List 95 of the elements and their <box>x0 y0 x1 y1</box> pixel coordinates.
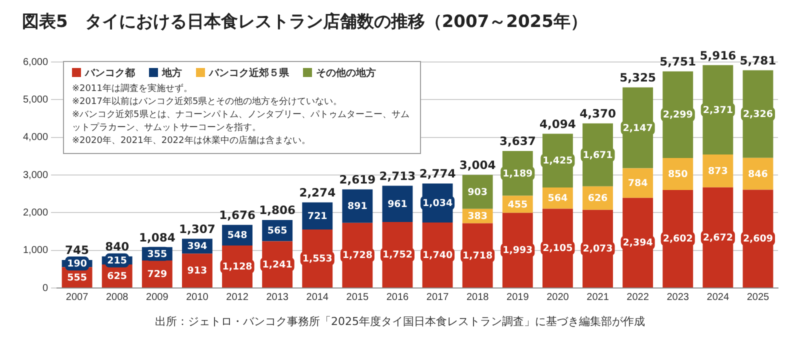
x-tick-label: 2012 <box>226 292 249 303</box>
total-label: 5,916 <box>700 48 736 62</box>
x-tick-label: 2022 <box>626 292 650 303</box>
x-tick-label: 2018 <box>466 292 490 303</box>
data-label: 2,609 <box>742 234 774 245</box>
total-label: 745 <box>65 243 90 258</box>
total-label: 5,751 <box>660 54 696 69</box>
data-label: 2,299 <box>662 110 693 121</box>
total-label: 1,084 <box>138 230 176 244</box>
data-label: 784 <box>628 178 648 190</box>
y-tick-label: 6,000 <box>22 56 48 68</box>
x-tick-label: 2020 <box>546 292 570 303</box>
data-label: 913 <box>187 266 208 277</box>
data-label: 1,241 <box>262 259 292 270</box>
data-label: 625 <box>107 270 128 282</box>
total-label: 2,274 <box>299 186 336 200</box>
data-label: 873 <box>708 166 728 177</box>
annotation: ※2020年、2021年、2022年は休業中の店舗は含まない。 <box>72 135 312 148</box>
data-label: 903 <box>468 186 488 198</box>
data-label: 2,105 <box>542 243 573 254</box>
legend-label: バンコク近郊５県 <box>208 67 289 80</box>
data-label: 2,672 <box>702 232 733 244</box>
data-label: 846 <box>748 168 768 180</box>
legend-label: バンコク都 <box>84 67 135 80</box>
data-label: 1,034 <box>422 198 453 209</box>
data-label: 383 <box>468 211 488 222</box>
data-label: 1,993 <box>502 245 533 256</box>
x-tick-label: 2008 <box>106 292 129 303</box>
x-tick-label: 2017 <box>426 292 450 303</box>
data-label: 729 <box>147 268 168 280</box>
total-label: 1,806 <box>259 203 296 218</box>
total-label: 5,325 <box>620 70 656 85</box>
data-label: 1,740 <box>422 250 453 261</box>
data-label: 961 <box>388 198 408 210</box>
data-label: 1,128 <box>222 261 253 272</box>
x-tick-label: 2019 <box>506 292 530 303</box>
total-label: 2,619 <box>339 172 376 187</box>
y-tick-label: 3,000 <box>22 170 48 181</box>
data-label: 2,326 <box>742 109 774 120</box>
total-label: 2,774 <box>419 166 456 181</box>
y-tick-label: 4,000 <box>22 132 48 144</box>
x-tick-label: 2021 <box>586 292 610 303</box>
total-label: 5,781 <box>740 53 776 68</box>
data-label: 2,073 <box>582 244 613 255</box>
x-tick-label: 2013 <box>266 292 289 303</box>
data-label: 626 <box>588 193 608 204</box>
data-label: 1,189 <box>502 168 533 180</box>
data-label: 548 <box>227 230 248 242</box>
total-label: 4,094 <box>540 117 576 132</box>
x-tick-label: 2014 <box>306 292 329 303</box>
annotation: ※バンコク近郊5県とは、ナコーンパトム、ノンタブリー、パトゥムターニー、サムットプラカーン、サムットサーコーンを指す。 <box>72 109 410 135</box>
annotation: ※2011年は調査を実施せず。 <box>72 83 194 96</box>
data-label: 850 <box>668 168 688 180</box>
data-label: 2,147 <box>622 122 653 134</box>
y-tick-label: 5,000 <box>22 94 48 106</box>
data-label: 721 <box>307 210 328 222</box>
total-label: 3,637 <box>499 134 536 148</box>
y-tick-label: 1,000 <box>22 245 48 256</box>
x-tick-label: 2009 <box>146 292 169 303</box>
text: 出所：ジェトロ・バンコク事務所「2025年度タイ国日本食レストラン調査」に基づき編集部が作成 <box>154 314 646 329</box>
data-label: 1,425 <box>542 156 573 167</box>
x-tick-label: 2024 <box>706 292 730 303</box>
legend-label: 地方 <box>160 67 182 80</box>
y-tick-label: 2,000 <box>22 207 48 218</box>
x-tick-label: 2015 <box>346 292 369 303</box>
data-label: 355 <box>147 248 168 260</box>
x-tick-label: 2016 <box>386 292 410 303</box>
data-label: 2,371 <box>702 104 733 116</box>
data-label: 455 <box>508 199 528 210</box>
total-label: 2,713 <box>379 169 416 184</box>
total-label: 840 <box>105 240 130 254</box>
total-label: 1,676 <box>219 208 256 222</box>
data-label: 1,553 <box>302 253 332 264</box>
annotation: ※2017年以前はバンコク近郊5県とその他の地方を分けていない。 <box>72 96 344 109</box>
data-label: 565 <box>267 226 288 237</box>
total-label: 1,307 <box>179 222 216 236</box>
x-tick-label: 2010 <box>186 292 209 303</box>
y-tick-label: 0 <box>42 282 48 294</box>
data-label: 2,394 <box>622 238 654 249</box>
data-label: 394 <box>187 241 208 252</box>
total-label: 3,004 <box>459 158 496 172</box>
x-tick-label: 2025 <box>746 292 770 303</box>
data-label: 1,718 <box>462 250 493 262</box>
data-label: 564 <box>548 193 568 204</box>
legend-label: その他の地方 <box>315 67 376 80</box>
data-label: 1,671 <box>582 150 613 161</box>
data-label: 1,752 <box>382 250 413 261</box>
chart-title: 図表5 タイにおける日本食レストラン店舗数の推移（2007～2025年） <box>22 11 588 33</box>
x-tick-label: 2023 <box>666 292 690 303</box>
x-tick-label: 2007 <box>66 292 89 303</box>
data-label: 1,728 <box>342 250 373 262</box>
data-label: 891 <box>348 201 368 212</box>
total-label: 4,370 <box>580 106 616 121</box>
data-label: 555 <box>67 272 87 284</box>
data-label: 2,602 <box>662 234 693 245</box>
